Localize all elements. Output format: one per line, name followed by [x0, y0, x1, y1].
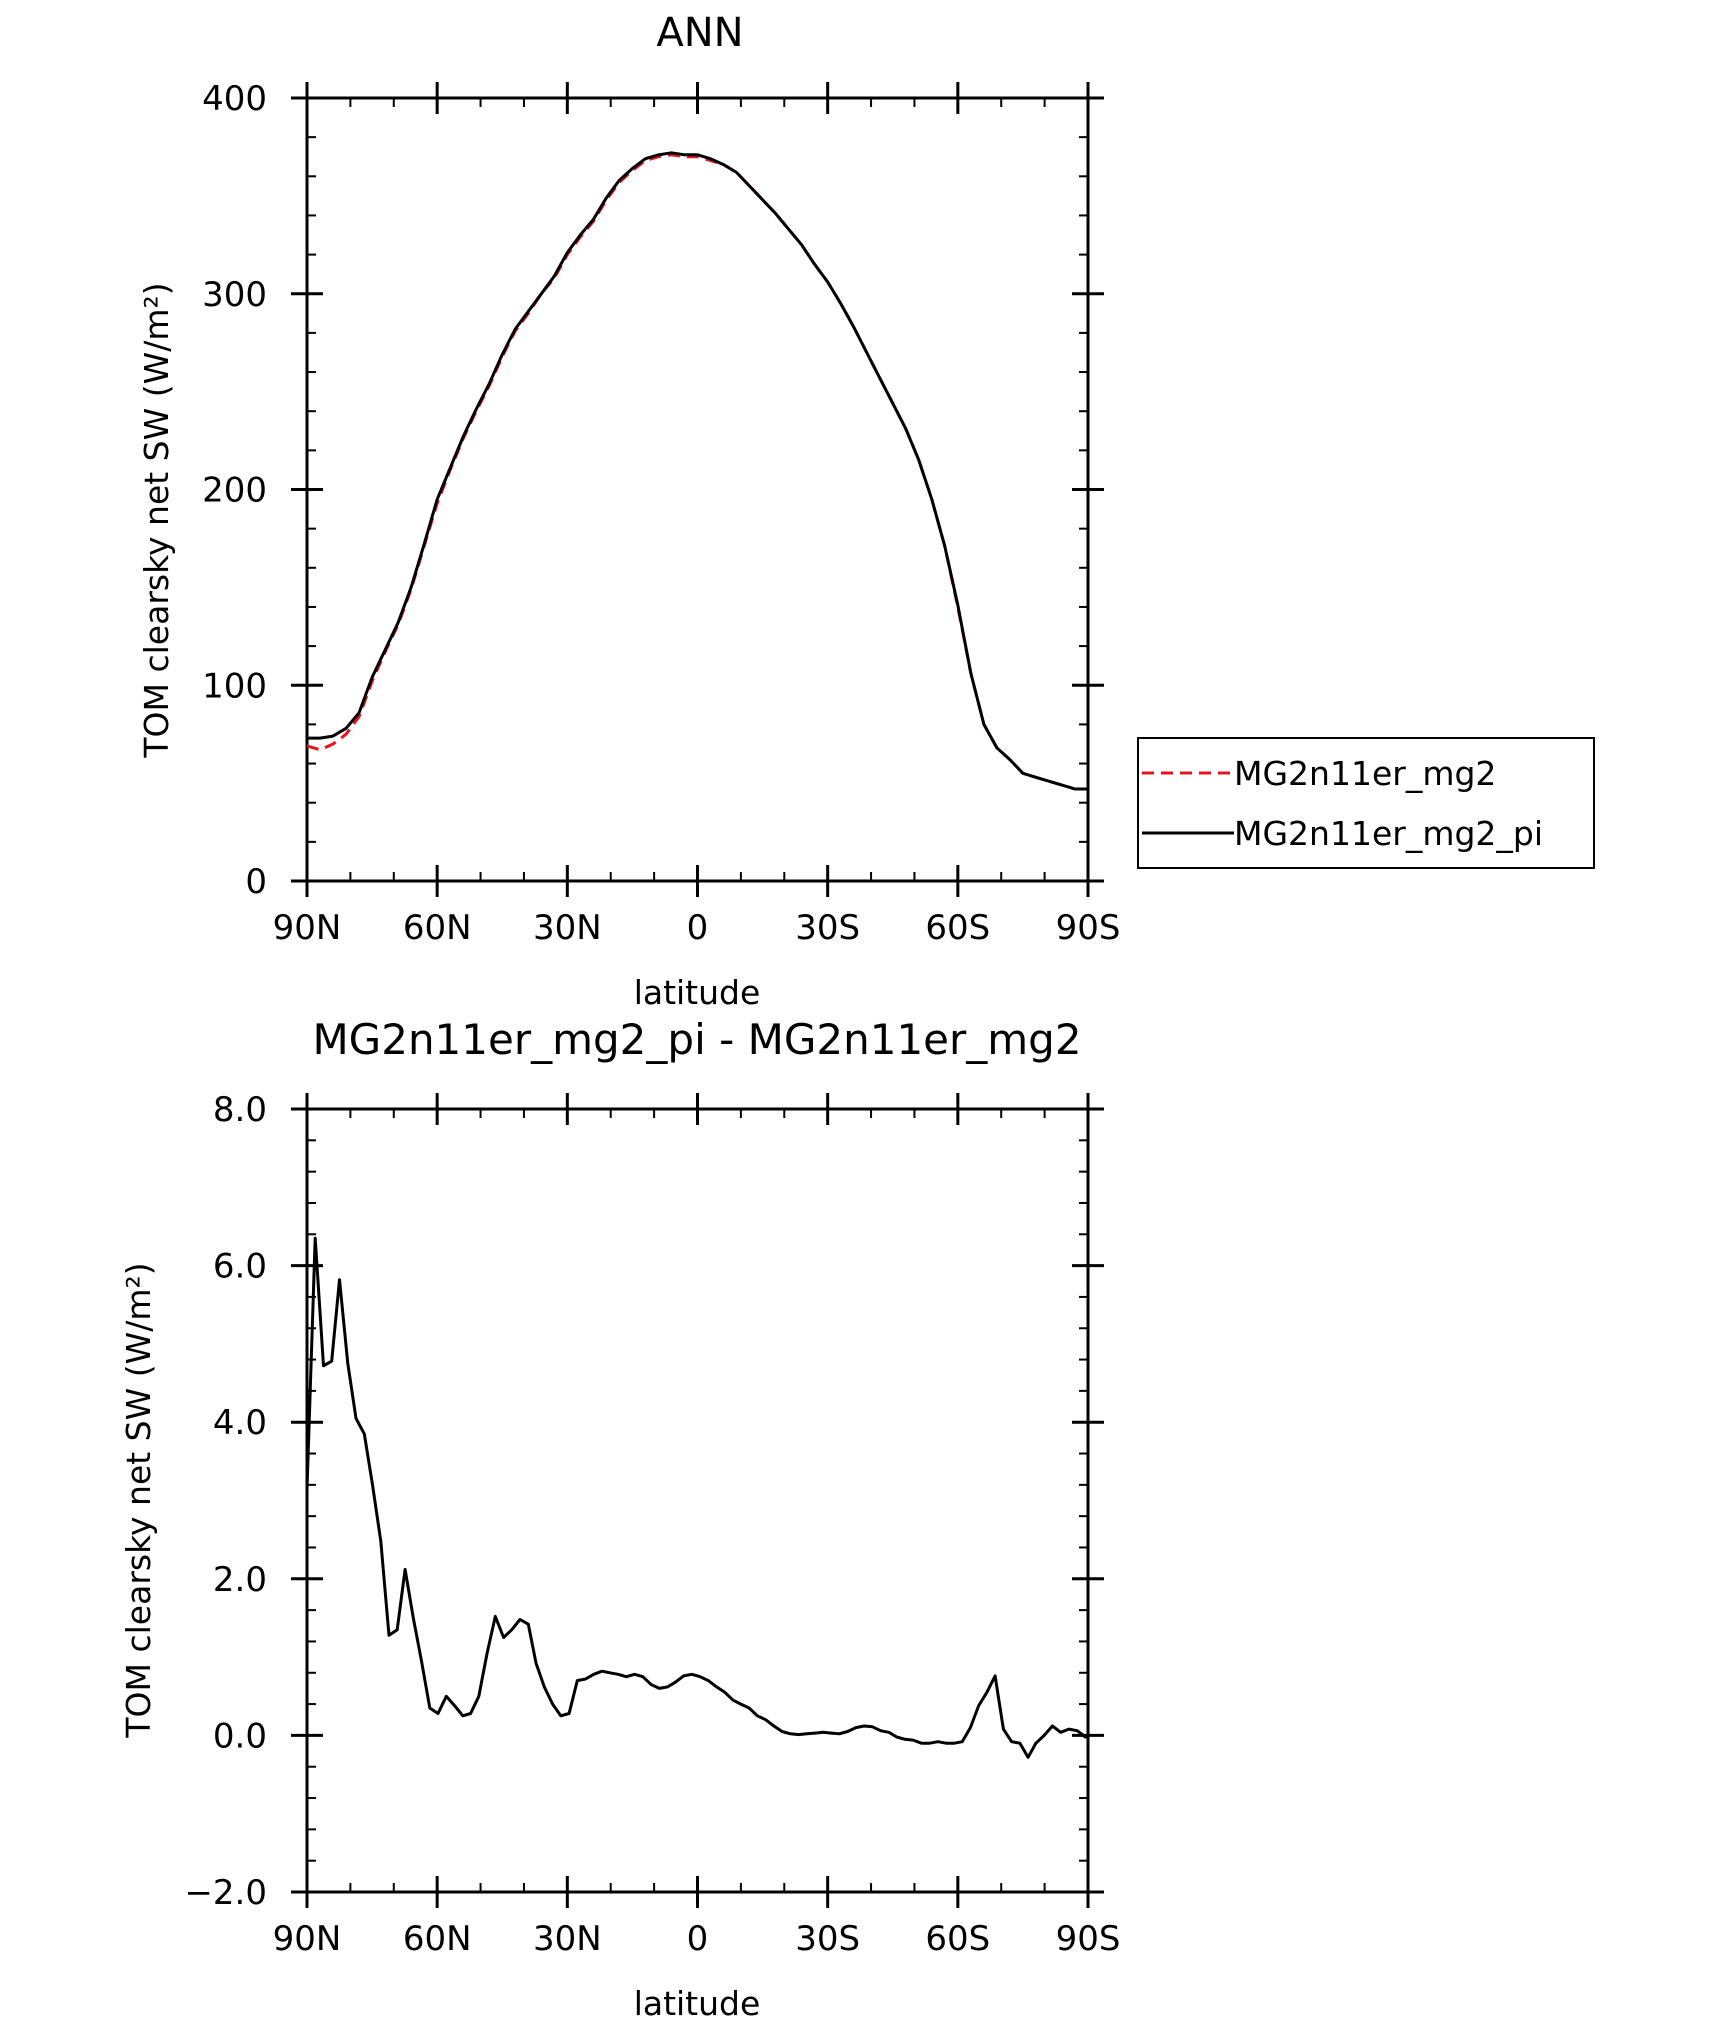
x-tick-label: 30N — [533, 908, 602, 948]
x-tick-label: 0 — [687, 1919, 709, 1959]
x-tick-label: 90S — [1056, 1919, 1121, 1959]
x-tick-label: 30N — [533, 1919, 602, 1959]
top-x-tick-labels: 90N 60N 30N 0 30S 60S 90S — [273, 908, 1121, 948]
y-tick-label: 8.0 — [213, 1090, 267, 1130]
y-tick-label: 100 — [202, 666, 267, 706]
legend-box — [1137, 737, 1595, 869]
bottom-y-axis-label: TOM clearsky net SW (W/m²) — [119, 1262, 158, 1738]
top-ticks — [291, 82, 1104, 897]
y-tick-label: −2.0 — [184, 1873, 267, 1913]
x-tick-label: 30S — [795, 908, 860, 948]
bottom-x-axis-label: latitude — [634, 1984, 761, 2021]
bottom-panel: MG2n11er_mg2_pi - MG2n11er_mg2 90N 60N 30N… — [119, 1015, 1120, 2021]
x-tick-label: 60N — [403, 908, 472, 948]
y-tick-label: 0.0 — [213, 1716, 267, 1756]
top-y-tick-labels: 0 100 200 300 400 — [202, 79, 267, 902]
x-tick-label: 30S — [795, 1919, 860, 1959]
y-tick-label: 200 — [202, 471, 267, 511]
top-x-axis-label: latitude — [634, 973, 761, 1012]
bottom-x-tick-labels: 90N 60N 30N 0 30S 60S 90S — [273, 1919, 1121, 1959]
top-plot-frame — [305, 96, 1090, 883]
series-line-mg2-pi — [307, 151, 1088, 791]
x-tick-label: 60S — [925, 908, 990, 948]
x-tick-label: 0 — [687, 908, 709, 948]
bottom-plot-frame — [305, 1107, 1090, 1894]
legend-label-mg2: MG2n11er_mg2 — [1234, 754, 1496, 793]
series-line-mg2 — [306, 153, 1088, 791]
bottom-series-lines — [305, 1236, 1088, 1759]
y-tick-label: 4.0 — [213, 1403, 267, 1443]
bottom-ticks — [291, 1093, 1104, 1908]
x-tick-label: 60N — [403, 1919, 472, 1959]
x-tick-label: 90S — [1056, 908, 1121, 948]
series-line-difference — [305, 1236, 1088, 1759]
x-tick-label: 90N — [273, 1919, 342, 1959]
top-y-axis-label: TOM clearsky net SW (W/m²) — [137, 282, 176, 758]
y-tick-label: 400 — [202, 79, 267, 119]
y-tick-label: 6.0 — [213, 1247, 267, 1287]
y-tick-label: 300 — [202, 275, 267, 315]
x-tick-label: 90N — [273, 908, 342, 948]
top-chart-title: ANN — [656, 10, 743, 56]
x-tick-label: 60S — [925, 1919, 990, 1959]
bottom-y-tick-labels: −2.0 0.0 2.0 4.0 6.0 8.0 — [184, 1090, 267, 1913]
y-tick-label: 0 — [245, 862, 267, 902]
top-series-lines — [306, 151, 1088, 791]
bottom-chart-title: MG2n11er_mg2_pi - MG2n11er_mg2 — [312, 1015, 1081, 1064]
top-panel: ANN 90N 60N 30N 0 30S 60S 90S 0 100 200 300 400 la… — [137, 10, 1595, 1012]
legend-label-mg2-pi: MG2n11er_mg2_pi — [1234, 814, 1543, 853]
top-legend: MG2n11er_mg2 MG2n11er_mg2_pi — [1137, 737, 1595, 869]
y-tick-label: 2.0 — [213, 1560, 267, 1600]
